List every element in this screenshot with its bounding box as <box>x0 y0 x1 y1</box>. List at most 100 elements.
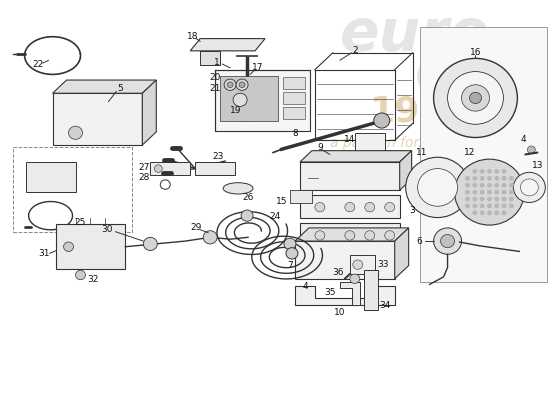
Circle shape <box>465 176 470 181</box>
Circle shape <box>470 92 481 104</box>
Circle shape <box>465 204 470 208</box>
Bar <box>215 70 310 131</box>
Text: 31: 31 <box>38 249 50 258</box>
Ellipse shape <box>223 183 253 194</box>
Text: 36: 36 <box>332 268 344 277</box>
Circle shape <box>374 113 390 128</box>
Circle shape <box>527 146 535 154</box>
Bar <box>195 162 235 175</box>
Text: 22: 22 <box>32 60 43 70</box>
Circle shape <box>509 197 514 201</box>
Circle shape <box>487 176 492 181</box>
Circle shape <box>284 238 296 250</box>
Circle shape <box>315 202 325 212</box>
Circle shape <box>224 79 236 90</box>
Circle shape <box>494 210 499 215</box>
Circle shape <box>236 79 248 90</box>
Bar <box>283 77 305 88</box>
Polygon shape <box>400 151 411 190</box>
Text: 13: 13 <box>532 161 543 170</box>
Text: 9: 9 <box>317 143 323 152</box>
Circle shape <box>365 202 375 212</box>
Circle shape <box>480 204 485 208</box>
Circle shape <box>345 202 355 212</box>
Text: 25: 25 <box>75 218 86 227</box>
Bar <box>150 162 190 175</box>
Circle shape <box>502 204 507 208</box>
Circle shape <box>487 197 492 201</box>
Polygon shape <box>295 228 409 241</box>
Circle shape <box>155 165 162 172</box>
Text: 1985: 1985 <box>370 94 470 128</box>
Circle shape <box>494 197 499 201</box>
Bar <box>220 76 278 122</box>
Circle shape <box>433 228 461 254</box>
Text: 30: 30 <box>102 225 113 234</box>
Circle shape <box>472 176 477 181</box>
Circle shape <box>487 190 492 194</box>
Text: a passion for...: a passion for... <box>330 136 431 150</box>
Circle shape <box>365 231 375 240</box>
Circle shape <box>487 210 492 215</box>
Text: 29: 29 <box>190 224 202 232</box>
Circle shape <box>480 176 485 181</box>
Circle shape <box>480 210 485 215</box>
Text: 4: 4 <box>302 282 308 291</box>
Circle shape <box>509 190 514 194</box>
Circle shape <box>502 197 507 201</box>
Bar <box>355 133 384 152</box>
Bar <box>364 270 378 310</box>
Polygon shape <box>295 286 395 305</box>
Text: 26: 26 <box>243 193 254 202</box>
Polygon shape <box>53 93 142 145</box>
Circle shape <box>494 169 499 174</box>
Circle shape <box>480 197 485 201</box>
Text: 27: 27 <box>139 163 150 172</box>
Circle shape <box>227 82 233 88</box>
Polygon shape <box>300 151 411 162</box>
Circle shape <box>233 93 247 106</box>
Circle shape <box>472 169 477 174</box>
Circle shape <box>406 157 470 218</box>
Circle shape <box>350 274 360 284</box>
Circle shape <box>513 172 545 202</box>
Circle shape <box>494 176 499 181</box>
Circle shape <box>502 183 507 188</box>
Text: 35: 35 <box>324 288 336 297</box>
Circle shape <box>472 190 477 194</box>
Circle shape <box>64 242 74 252</box>
Circle shape <box>494 190 499 194</box>
Circle shape <box>203 231 217 244</box>
Text: euro: euro <box>340 6 490 63</box>
Circle shape <box>448 72 503 124</box>
Bar <box>56 224 125 269</box>
Circle shape <box>502 190 507 194</box>
Polygon shape <box>300 162 400 190</box>
Circle shape <box>487 204 492 208</box>
Circle shape <box>494 204 499 208</box>
Polygon shape <box>295 241 395 279</box>
Circle shape <box>472 210 477 215</box>
Circle shape <box>144 237 157 250</box>
Bar <box>26 162 75 192</box>
Circle shape <box>384 231 395 240</box>
Text: 8: 8 <box>292 129 298 138</box>
Bar <box>13 147 133 232</box>
Circle shape <box>465 183 470 188</box>
Circle shape <box>345 231 355 240</box>
Circle shape <box>472 197 477 201</box>
Circle shape <box>480 190 485 194</box>
Text: 4: 4 <box>520 135 526 144</box>
Text: 33: 33 <box>377 260 388 269</box>
Text: 15: 15 <box>276 197 288 206</box>
Circle shape <box>417 168 458 206</box>
Bar <box>350 255 375 274</box>
Circle shape <box>502 210 507 215</box>
Bar <box>200 51 220 65</box>
Circle shape <box>286 248 298 259</box>
Circle shape <box>384 202 395 212</box>
Circle shape <box>239 82 245 88</box>
Circle shape <box>487 183 492 188</box>
Circle shape <box>75 270 85 280</box>
Circle shape <box>509 176 514 181</box>
